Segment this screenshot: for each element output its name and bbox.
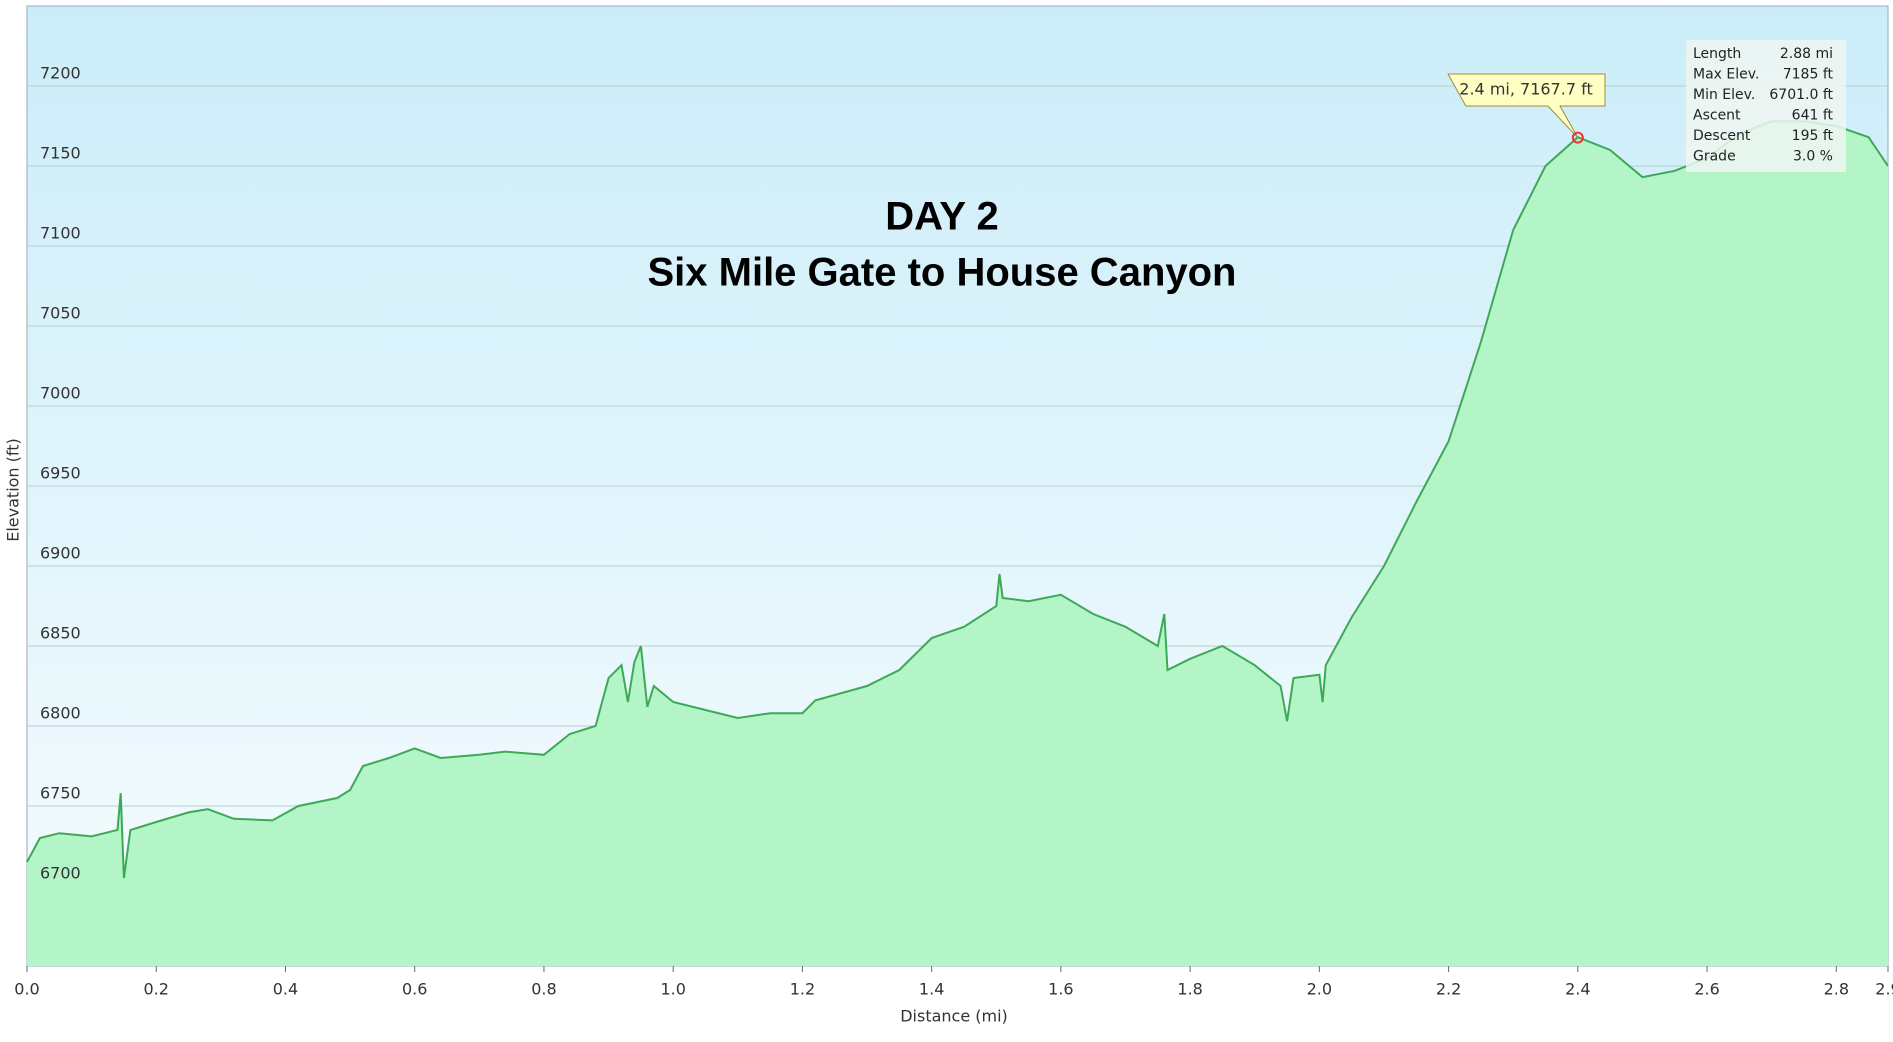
- x-tick-label: 0.8: [531, 980, 556, 999]
- y-tick-label: 6950: [40, 464, 81, 483]
- x-tick-label: 0.6: [402, 980, 427, 999]
- stat-value: 7185 ft: [1783, 67, 1834, 83]
- chart-title: DAY 2: [885, 195, 998, 239]
- y-tick-label: 7050: [40, 304, 81, 323]
- x-tick-label: 1.4: [919, 980, 944, 999]
- tooltip-marker: [1571, 131, 1584, 144]
- stat-label: Descent: [1693, 128, 1751, 144]
- stat-label: Ascent: [1693, 108, 1741, 124]
- x-tick-label: 2.6: [1694, 980, 1719, 999]
- tooltip-box: [1447, 73, 1606, 139]
- x-tick-label: 2.0: [1307, 980, 1332, 999]
- line: [26, 120, 1889, 879]
- y-tick-label: 7200: [40, 64, 81, 83]
- stat-label: Min Elev.: [1693, 87, 1755, 103]
- y-tick-label: 6750: [40, 784, 81, 803]
- y-tick-label: 6700: [40, 864, 81, 883]
- chart-subtitle: Six Mile Gate to House Canyon: [647, 251, 1236, 295]
- y-tick-label: 7000: [40, 384, 81, 403]
- y-tick-label: 6900: [40, 544, 81, 563]
- y-axis-label: Elevation (ft): [4, 438, 23, 542]
- x-tick-label: 1.8: [1177, 980, 1202, 999]
- stat-value: 3.0 %: [1793, 149, 1833, 165]
- stat-value: 2.88 mi: [1780, 46, 1833, 62]
- area: [27, 121, 1888, 966]
- stats-box: [1686, 40, 1846, 172]
- x-tick-label: 1.6: [1048, 980, 1073, 999]
- y-tick-label: 6800: [40, 704, 81, 723]
- x-tick-label: 2.2: [1436, 980, 1461, 999]
- x-tick-label: 2.4: [1565, 980, 1590, 999]
- stat-value: 195 ft: [1792, 128, 1834, 144]
- stat-value: 641 ft: [1792, 108, 1834, 124]
- y-tick-label: 6850: [40, 624, 81, 643]
- x-tick-label: 0.4: [273, 980, 298, 999]
- x-tick-label: 2.9: [1875, 980, 1893, 999]
- stats: Length 2.88 mi Max Elev. 7185 ft Min Elev. 67…: [1693, 46, 1834, 165]
- x-tick-label: 1.2: [790, 980, 815, 999]
- stat-label: Length: [1693, 46, 1741, 62]
- x-tick-label: 1.0: [660, 980, 685, 999]
- y-tick-label: 7100: [40, 224, 81, 243]
- x-tick-label: 2.8: [1824, 980, 1849, 999]
- stat-label: Max Elev.: [1693, 67, 1759, 83]
- stat-value: 6701.0 ft: [1769, 87, 1833, 103]
- x-tick-label: 0.2: [144, 980, 169, 999]
- marks: [26, 120, 1889, 966]
- x-tick-label: 0.0: [14, 980, 39, 999]
- x-axis-label: Distance (mi): [900, 1007, 1008, 1026]
- stat-label: Grade: [1693, 149, 1736, 165]
- y-tick-label: 7150: [40, 144, 81, 163]
- tooltip-label: 2.4 mi, 7167.7 ft: [1459, 80, 1592, 99]
